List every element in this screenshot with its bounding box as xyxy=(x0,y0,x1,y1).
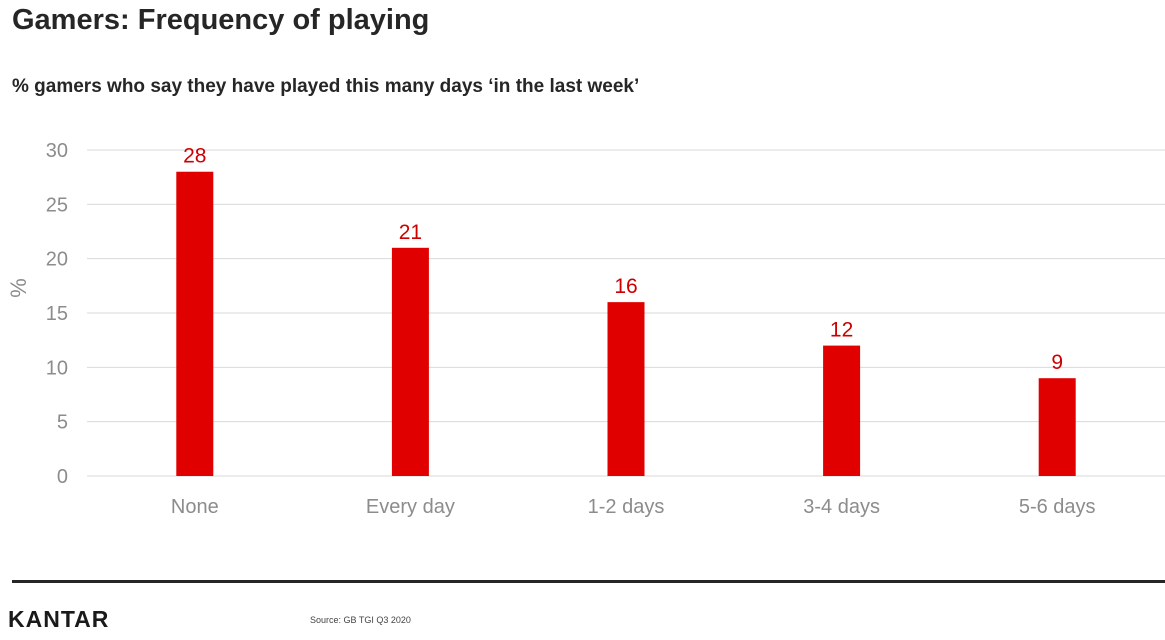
x-axis-ticks: None Every day 1-2 days 3-4 days 5-6 days xyxy=(171,496,1096,518)
data-label: 16 xyxy=(614,275,637,298)
x-tick-label: Every day xyxy=(366,496,455,518)
data-label: 12 xyxy=(830,319,853,342)
data-label: 28 xyxy=(183,145,206,168)
bar xyxy=(607,302,645,476)
bar xyxy=(823,345,861,476)
data-labels: 28 21 16 12 9 xyxy=(183,145,1063,374)
y-tick-label: 30 xyxy=(46,140,68,162)
kantar-logo: KANTAR xyxy=(8,606,110,632)
y-tick-label: 0 xyxy=(57,466,68,488)
y-tick-label: 25 xyxy=(46,194,68,216)
y-axis-title: % xyxy=(6,278,31,298)
data-label: 21 xyxy=(399,221,422,244)
bar xyxy=(391,247,429,476)
bar xyxy=(1038,378,1076,476)
y-tick-label: 10 xyxy=(46,357,68,379)
x-tick-label: 3-4 days xyxy=(803,496,880,518)
bar-chart: 0 5 10 15 20 25 30 % 28 21 16 12 9 None Every day 1-… xyxy=(6,140,1165,518)
footer-divider xyxy=(12,580,1165,583)
y-axis-ticks: 0 5 10 15 20 25 30 xyxy=(46,140,68,488)
bars xyxy=(176,171,1076,476)
y-tick-label: 20 xyxy=(46,249,68,271)
bar xyxy=(176,171,214,476)
x-tick-label: 5-6 days xyxy=(1019,496,1096,518)
chart-title: Gamers: Frequency of playing xyxy=(12,4,430,36)
y-tick-label: 15 xyxy=(46,303,68,325)
x-tick-label: 1-2 days xyxy=(588,496,665,518)
y-tick-label: 5 xyxy=(57,412,68,434)
chart-subtitle: % gamers who say they have played this m… xyxy=(12,76,640,97)
data-label: 9 xyxy=(1051,351,1063,374)
source-note: Source: GB TGI Q3 2020 xyxy=(310,615,411,625)
x-tick-label: None xyxy=(171,496,219,518)
